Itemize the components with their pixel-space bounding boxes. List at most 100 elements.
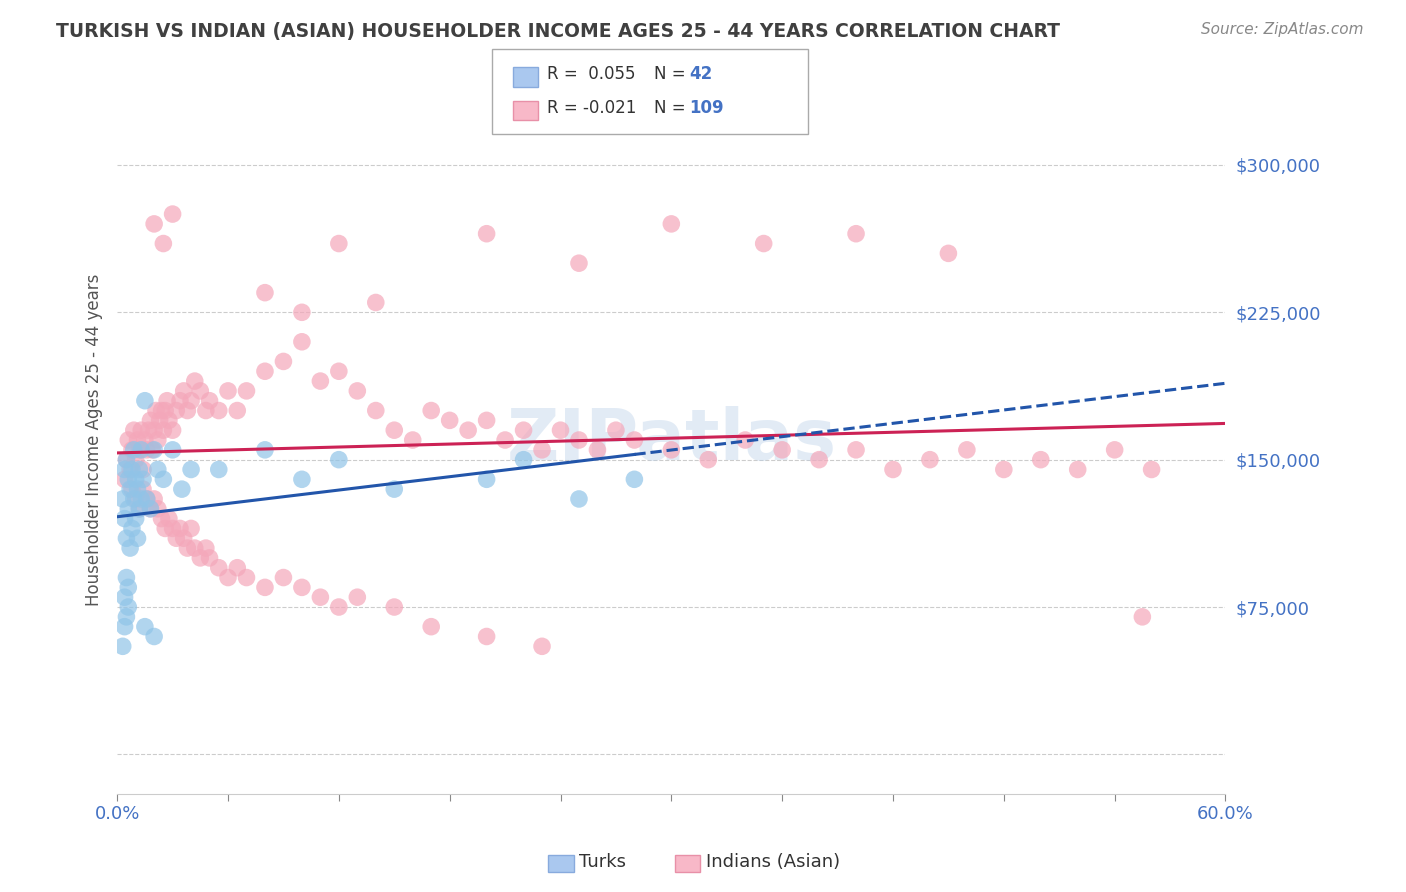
Point — [208, 560, 231, 574]
Point — [134, 433, 156, 447]
Point — [165, 403, 187, 417]
Point — [226, 403, 249, 417]
Point — [512, 452, 534, 467]
Point — [139, 501, 162, 516]
Point — [150, 511, 173, 525]
Point — [956, 442, 979, 457]
Point — [659, 217, 682, 231]
Y-axis label: Householder Income Ages 25 - 44 years: Householder Income Ages 25 - 44 years — [86, 274, 103, 607]
Point — [188, 550, 211, 565]
Point — [291, 472, 314, 486]
Point — [127, 531, 149, 545]
Point — [550, 423, 572, 437]
Point — [149, 413, 172, 427]
Point — [139, 501, 162, 516]
Point — [226, 560, 249, 574]
Point — [382, 600, 405, 615]
Text: N =: N = — [654, 99, 685, 117]
Point — [770, 442, 793, 457]
Point — [134, 393, 156, 408]
Point — [114, 620, 136, 634]
Point — [364, 295, 387, 310]
Point — [143, 217, 166, 231]
Point — [623, 433, 645, 447]
Point — [845, 442, 868, 457]
Point — [124, 452, 146, 467]
Point — [135, 491, 157, 506]
Point — [184, 374, 207, 388]
Point — [180, 462, 202, 476]
Point — [198, 393, 221, 408]
Point — [253, 580, 276, 594]
Point — [309, 374, 332, 388]
Point — [138, 423, 160, 437]
Point — [198, 550, 221, 565]
Point — [328, 452, 350, 467]
Point — [420, 620, 443, 634]
Point — [188, 384, 211, 398]
Point — [512, 423, 534, 437]
Point — [135, 442, 157, 457]
Point — [180, 393, 202, 408]
Point — [1067, 462, 1090, 476]
Point — [882, 462, 904, 476]
Point — [346, 591, 368, 605]
Point — [382, 482, 405, 496]
Point — [145, 403, 167, 417]
Point — [129, 442, 152, 457]
Point — [127, 433, 149, 447]
Point — [253, 364, 276, 378]
Point — [346, 384, 368, 398]
Text: Indians (Asian): Indians (Asian) — [706, 853, 839, 871]
Point — [208, 462, 231, 476]
Point — [115, 452, 138, 467]
Point — [623, 472, 645, 486]
Point — [117, 501, 139, 516]
Point — [328, 600, 350, 615]
Point — [235, 384, 257, 398]
Point — [586, 442, 609, 457]
Point — [1029, 452, 1052, 467]
Point — [402, 433, 425, 447]
Point — [122, 491, 145, 506]
Point — [475, 413, 498, 427]
Point — [114, 472, 136, 486]
Point — [162, 521, 184, 535]
Point — [132, 462, 155, 476]
Point — [173, 384, 195, 398]
Point — [117, 433, 139, 447]
Point — [162, 207, 184, 221]
Point — [146, 462, 169, 476]
Point — [328, 364, 350, 378]
Point — [117, 580, 139, 594]
Point — [253, 285, 276, 300]
Point — [139, 413, 162, 427]
Point — [114, 511, 136, 525]
Point — [170, 482, 193, 496]
Point — [122, 442, 145, 457]
Point — [152, 472, 174, 486]
Point — [194, 541, 217, 555]
Point — [155, 521, 177, 535]
Point — [124, 511, 146, 525]
Point — [146, 433, 169, 447]
Point — [845, 227, 868, 241]
Point — [128, 462, 150, 476]
Point — [143, 423, 166, 437]
Point — [364, 403, 387, 417]
Point — [235, 570, 257, 584]
Point — [938, 246, 960, 260]
Point — [734, 433, 756, 447]
Text: Source: ZipAtlas.com: Source: ZipAtlas.com — [1201, 22, 1364, 37]
Point — [659, 442, 682, 457]
Point — [115, 570, 138, 584]
Point — [173, 531, 195, 545]
Point — [132, 482, 155, 496]
Point — [157, 413, 180, 427]
Point — [111, 640, 134, 654]
Point — [184, 541, 207, 555]
Point — [808, 452, 831, 467]
Point — [143, 491, 166, 506]
Point — [129, 491, 152, 506]
Point — [208, 403, 231, 417]
